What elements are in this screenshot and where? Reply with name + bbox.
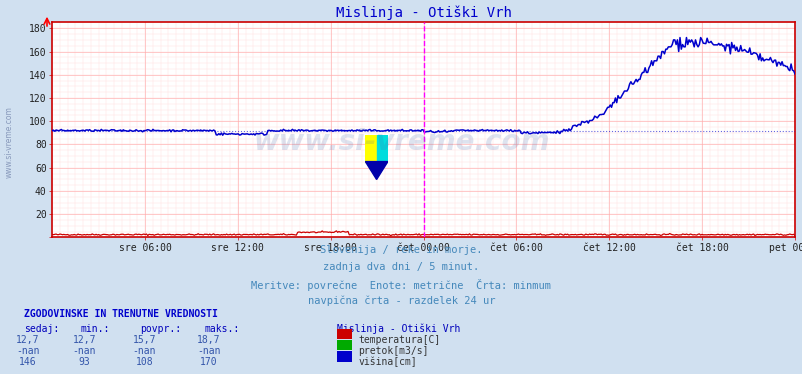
Text: Meritve: povrečne  Enote: metrične  Črta: minmum: Meritve: povrečne Enote: metrične Črta: … [251, 279, 551, 291]
Text: 12,7: 12,7 [72, 335, 96, 345]
Text: www.si-vreme.com: www.si-vreme.com [5, 106, 14, 178]
Text: min.:: min.: [80, 324, 110, 334]
Text: 15,7: 15,7 [132, 335, 156, 345]
Bar [365, 135, 376, 162]
Text: pretok[m3/s]: pretok[m3/s] [358, 346, 428, 356]
Text: 12,7: 12,7 [16, 335, 40, 345]
Text: 146: 146 [19, 357, 37, 367]
Polygon shape [365, 162, 387, 180]
Text: -nan: -nan [72, 346, 96, 356]
Text: višina[cm]: višina[cm] [358, 357, 416, 368]
Text: zadnja dva dni / 5 minut.: zadnja dva dni / 5 minut. [323, 262, 479, 272]
Text: -nan: -nan [132, 346, 156, 356]
Text: maks.:: maks.: [205, 324, 240, 334]
Text: -nan: -nan [16, 346, 40, 356]
Text: -nan: -nan [196, 346, 221, 356]
Text: navpična črta - razdelek 24 ur: navpična črta - razdelek 24 ur [307, 295, 495, 306]
Text: temperatura[C]: temperatura[C] [358, 335, 439, 345]
Text: www.si-vreme.com: www.si-vreme.com [253, 128, 549, 156]
Text: 93: 93 [79, 357, 90, 367]
Text: ZGODOVINSKE IN TRENUTNE VREDNOSTI: ZGODOVINSKE IN TRENUTNE VREDNOSTI [24, 309, 217, 319]
Text: povpr.:: povpr.: [140, 324, 181, 334]
Text: Slovenija / reke in morje.: Slovenija / reke in morje. [320, 245, 482, 255]
Text: 18,7: 18,7 [196, 335, 221, 345]
Text: 108: 108 [136, 357, 153, 367]
Text: 170: 170 [200, 357, 217, 367]
Text: Mislinja - Otiški Vrh: Mislinja - Otiški Vrh [337, 324, 460, 334]
Title: Mislinja - Otiški Vrh: Mislinja - Otiški Vrh [335, 5, 511, 20]
Text: sedaj:: sedaj: [24, 324, 59, 334]
Bar [376, 135, 387, 162]
